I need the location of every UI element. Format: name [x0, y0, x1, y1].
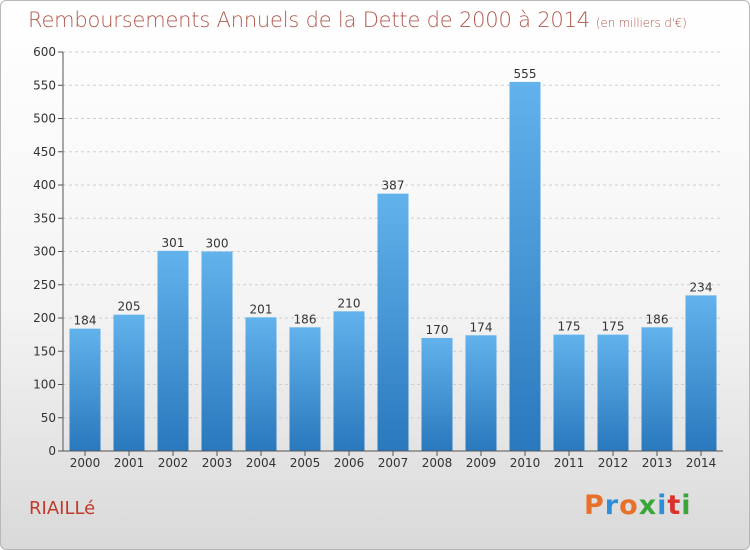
bar-value-label: 170 — [426, 323, 449, 337]
bar-value-label: 201 — [250, 302, 273, 316]
y-tick-label: 250 — [33, 278, 56, 292]
y-tick-label: 300 — [33, 245, 56, 259]
x-tick-label: 2001 — [114, 456, 145, 470]
x-axis: 2000 2001 2002 2003 2004 2005 2006 2007 2008 2009… — [63, 450, 723, 470]
y-tick-label: 50 — [41, 411, 56, 425]
x-tick-label: 2000 — [70, 456, 101, 470]
x-tick-label: 2013 — [642, 456, 673, 470]
x-tick-label: 2010 — [510, 456, 541, 470]
logo-letter: P — [584, 490, 605, 521]
bar — [597, 334, 629, 451]
bar — [553, 334, 585, 451]
bar-value-label: 174 — [470, 320, 493, 334]
bar — [113, 314, 145, 451]
bar-value-label: 555 — [514, 67, 537, 81]
commune-name: RIAILLé — [29, 498, 96, 519]
x-tick-label: 2009 — [466, 456, 497, 470]
x-tick-label: 2008 — [422, 456, 453, 470]
bar — [157, 250, 189, 451]
y-axis: 0 50 100 150 200 250 300 350 400 450 500 550 600 — [33, 45, 64, 458]
bar — [377, 193, 409, 451]
bar-value-label: 387 — [382, 179, 405, 193]
logo-letter: t — [667, 490, 682, 521]
x-tick-label: 2012 — [598, 456, 629, 470]
y-tick-label: 100 — [33, 378, 56, 392]
x-tick-label: 2011 — [554, 456, 585, 470]
y-tick-label: 350 — [33, 211, 56, 225]
chart-unit: (en milliers d'€) — [595, 16, 687, 30]
proxiti-logo: Proxiti — [584, 490, 692, 521]
x-tick-label: 2002 — [158, 456, 189, 470]
bars: 184 205 301 300 201 186 210 387 170 174 555 175 175 1… — [69, 67, 717, 452]
bar — [421, 337, 453, 451]
x-tick-label: 2006 — [334, 456, 365, 470]
x-tick-label: 2014 — [686, 456, 717, 470]
x-tick-label: 2005 — [290, 456, 321, 470]
bar — [685, 295, 717, 451]
logo-letter: i — [657, 490, 668, 521]
bar — [245, 317, 277, 451]
logo-letter: x — [638, 490, 658, 521]
bar — [333, 311, 365, 451]
bar-value-label: 205 — [118, 300, 141, 314]
logo-letter: o — [619, 490, 639, 521]
y-tick-label: 200 — [33, 311, 56, 325]
chart-title-text: Remboursements Annuels de la Dette de 20… — [28, 8, 590, 32]
bar — [465, 335, 497, 451]
y-tick-label: 600 — [33, 45, 56, 59]
x-tick-label: 2007 — [378, 456, 409, 470]
logo-letter: i — [681, 490, 692, 521]
bar — [289, 327, 321, 451]
bar — [69, 328, 101, 451]
y-tick-label: 550 — [33, 78, 56, 92]
bar-value-label: 186 — [646, 312, 669, 326]
y-tick-label: 400 — [33, 178, 56, 192]
bar — [641, 327, 673, 451]
bar-value-label: 300 — [206, 237, 229, 251]
bar-value-label: 184 — [74, 314, 97, 328]
bar-value-label: 301 — [162, 236, 185, 250]
logo-letter: r — [604, 490, 620, 521]
y-tick-label: 450 — [33, 145, 56, 159]
x-tick-label: 2004 — [246, 456, 277, 470]
bar-value-label: 175 — [602, 320, 625, 334]
bar — [201, 251, 233, 451]
bar-value-label: 186 — [294, 312, 317, 326]
bar-value-label: 210 — [338, 296, 361, 310]
x-tick-label: 2003 — [202, 456, 233, 470]
bar-value-label: 234 — [690, 280, 713, 294]
bar — [509, 81, 541, 452]
y-tick-label: 150 — [33, 344, 56, 358]
y-tick-label: 0 — [48, 444, 56, 458]
y-tick-label: 500 — [33, 112, 56, 126]
chart-title: Remboursements Annuels de la Dette de 20… — [28, 8, 687, 32]
bar-value-label: 175 — [558, 320, 581, 334]
